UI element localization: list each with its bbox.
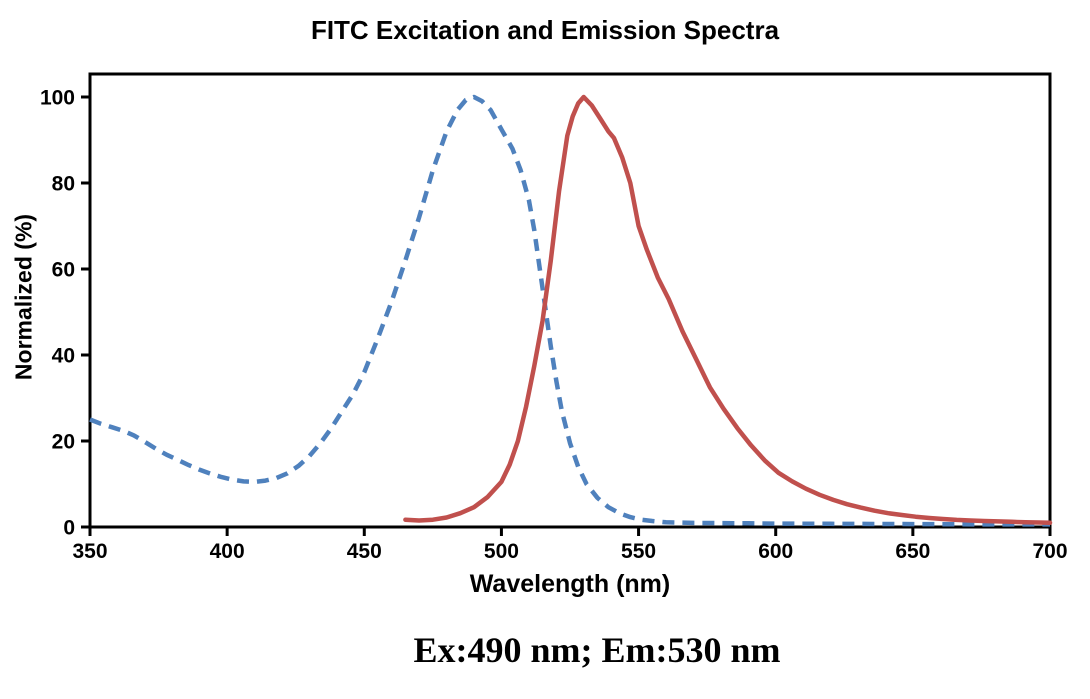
y-tick-labels: 0 20 40 60 80 100	[40, 87, 75, 540]
plot-border	[88, 72, 1052, 529]
y-tick-label: 0	[63, 517, 75, 540]
axis-ticks	[81, 95, 1052, 536]
peak-caption: Ex:490 nm; Em:530 nm	[413, 630, 781, 670]
y-axis-title: Normalized (%)	[10, 213, 37, 381]
y-tick-label: 60	[52, 259, 75, 282]
x-tick-label: 700	[1032, 540, 1067, 563]
x-tick-label: 400	[210, 540, 245, 563]
x-tick-label: 550	[621, 540, 656, 563]
x-tick-labels: 350 400 450 500 550 600 650 700	[72, 540, 1067, 563]
x-tick-label: 600	[758, 540, 793, 563]
y-tick-label: 20	[52, 431, 75, 454]
x-axis-title: Wavelength (nm)	[469, 570, 671, 598]
x-tick-label: 500	[484, 540, 519, 563]
y-tick-label: 40	[52, 345, 75, 368]
chart-title: FITC Excitation and Emission Spectra	[310, 15, 780, 45]
x-tick-label: 450	[347, 540, 382, 563]
x-tick-label: 650	[895, 540, 930, 563]
y-tick-label: 80	[52, 173, 75, 196]
y-tick-label: 100	[40, 87, 75, 110]
x-tick-label: 350	[72, 540, 107, 563]
emission-curve	[403, 94, 1053, 525]
excitation-curve	[89, 94, 1050, 527]
